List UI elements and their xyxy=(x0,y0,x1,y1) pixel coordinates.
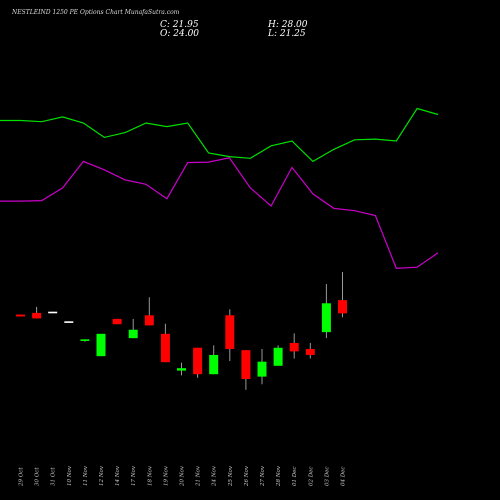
candle-body xyxy=(160,333,170,363)
x-tick-label: 29 Oct xyxy=(19,467,25,487)
x-tick-label: 20 Nov xyxy=(180,465,186,487)
chart-title: NESTLEIND 1250 PE Options Chart MunafaSu… xyxy=(12,9,180,16)
candle-body xyxy=(225,315,235,349)
candle-body xyxy=(193,347,203,375)
x-tick-label: 19 Nov xyxy=(163,465,169,486)
x-tick-label: 28 Nov xyxy=(276,465,282,487)
candle-body xyxy=(305,348,315,355)
x-tick-label: 17 Nov xyxy=(131,465,137,486)
candle-body xyxy=(321,303,331,333)
candle-body xyxy=(209,354,219,375)
candle-body xyxy=(177,368,186,371)
candle-body xyxy=(144,315,154,326)
candle-body xyxy=(338,300,347,314)
candle-body xyxy=(257,361,267,377)
x-tick-label: 25 Nov xyxy=(228,465,234,487)
x-tick-label: 24 Nov xyxy=(212,465,218,487)
candle-body xyxy=(128,329,138,339)
low-value: L: 21.25 xyxy=(268,29,306,39)
x-tick-label: 30 Oct xyxy=(35,467,41,486)
x-tick-label: 26 Nov xyxy=(244,465,250,487)
x-tick-label: 31 Oct xyxy=(51,467,57,486)
series-line-magenta xyxy=(0,157,439,270)
x-tick-label: 03 Dec xyxy=(324,467,330,487)
candle-body xyxy=(80,339,90,341)
candle-body xyxy=(32,312,42,319)
candle-body xyxy=(112,318,122,325)
x-tick-label: 21 Nov xyxy=(196,465,202,487)
x-tick-label: 14 Nov xyxy=(115,465,121,486)
candle-body xyxy=(64,321,74,323)
x-tick-label: 27 Nov xyxy=(260,465,266,487)
x-tick-label: 04 Dec xyxy=(341,467,347,487)
high-value: H: 28.00 xyxy=(268,20,308,30)
x-tick-label: 10 Nov xyxy=(67,465,73,486)
x-tick-label: 01 Dec xyxy=(292,467,298,487)
candle-body xyxy=(241,350,251,380)
candle-body xyxy=(289,342,299,352)
candle-body xyxy=(96,333,106,357)
series-line-green xyxy=(0,107,439,163)
x-tick-label: 11 Nov xyxy=(83,465,89,486)
close-value: C: 21.95 xyxy=(160,20,199,30)
candle-body xyxy=(16,314,25,317)
open-value: O: 24.00 xyxy=(160,29,200,39)
x-tick-label: 18 Nov xyxy=(147,465,153,486)
x-tick-label: 02 Dec xyxy=(308,467,314,487)
candle-body xyxy=(273,347,283,366)
x-tick-label: 12 Nov xyxy=(99,465,105,486)
candle-body xyxy=(48,311,58,314)
